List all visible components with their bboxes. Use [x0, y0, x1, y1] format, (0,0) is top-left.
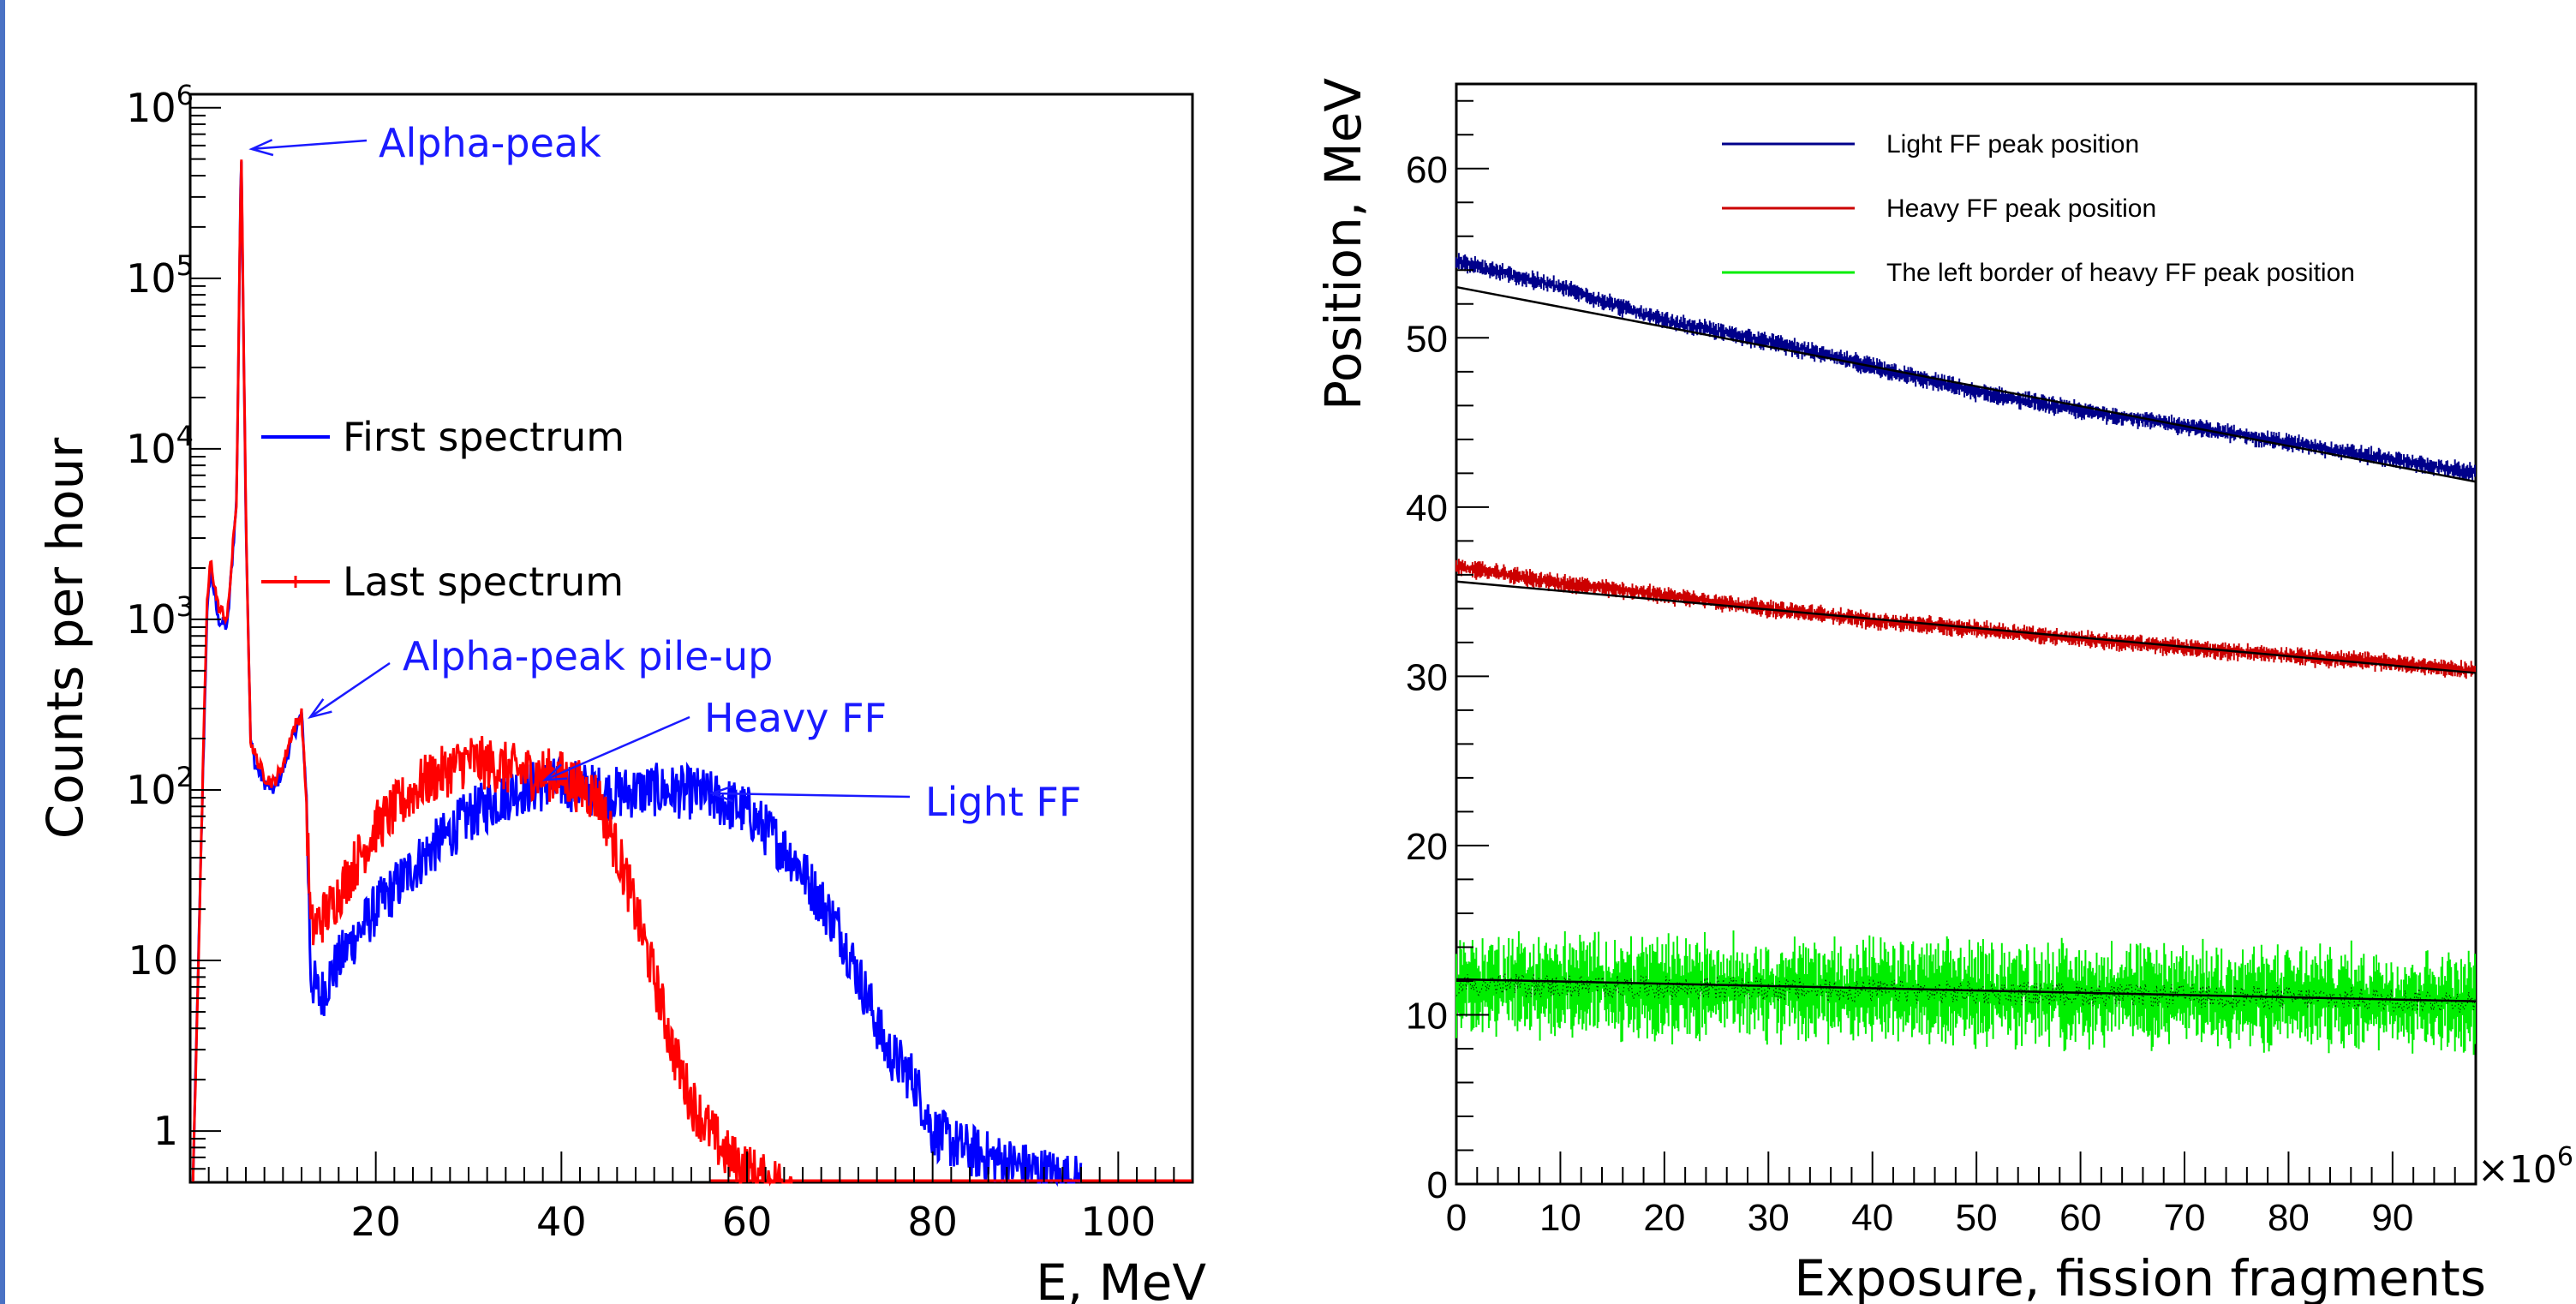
left-y-tick-label: 104	[126, 420, 194, 472]
right-x-tick-label: 70	[2164, 1197, 2206, 1239]
left-x-tick-label: 40	[536, 1199, 587, 1245]
annotation-arrow	[544, 715, 690, 781]
annotation-arrow	[712, 792, 911, 799]
x-scale-exponent: 6	[2557, 1142, 2573, 1172]
annotation-label: Alpha-peak	[379, 120, 601, 166]
left-y-tick-label: 10	[128, 937, 178, 984]
annotation-label: Alpha-peak pile-up	[403, 633, 773, 679]
left-y-tick-label: 102	[126, 761, 194, 813]
annotation-arrowhead	[308, 698, 332, 720]
tick-base: 10	[126, 85, 176, 131]
peak-position-chart: 0 10 20 30 40 50 60 70 80 90 0 10 20 30 40 50 60 Positio…	[1314, 78, 2573, 1304]
left-x-tick-label: 80	[907, 1199, 958, 1245]
tick-exponent: 3	[176, 590, 194, 623]
right-y-tick-label: 60	[1406, 149, 1448, 191]
series-errorbars-0	[1455, 253, 2476, 482]
tick-exponent: 4	[176, 420, 194, 452]
legend-label-heavy: Heavy FF peak position	[1886, 194, 2156, 223]
left-axis-ticks	[190, 106, 1193, 1183]
tick-base: 1	[153, 1108, 178, 1154]
series-points-0	[1455, 260, 2476, 476]
spectrum-line-first	[191, 161, 1083, 1187]
right-x-tick-label: 30	[1748, 1197, 1790, 1239]
left-x-tick-label: 100	[1080, 1199, 1156, 1245]
right-x-tick-label: 40	[1851, 1197, 1893, 1239]
left-x-tick-label: 20	[350, 1199, 401, 1245]
annotation-arrowhead	[248, 139, 274, 157]
right-x-axis-label: Exposure, fission fragments	[1794, 1249, 2486, 1304]
right-y-tick-label: 40	[1406, 488, 1448, 529]
tick-exponent: 2	[176, 761, 194, 793]
annotation-arrowhead	[541, 763, 568, 781]
series-errorbars-1	[1455, 559, 2476, 679]
annotation-arrow	[309, 661, 391, 718]
left-legend: First spectrum Last spectrum	[261, 414, 625, 605]
annotation-label: Light FF	[925, 779, 1081, 825]
left-annotations: Alpha-peak Alpha-peak pile-up Heavy FF Ligh…	[248, 120, 1081, 825]
right-axis-ticks	[1455, 99, 2477, 1185]
left-x-axis-label: E, MeV	[1036, 1253, 1206, 1304]
legend-label-last: Last spectrum	[343, 559, 624, 605]
left-y-tick-label: 1	[153, 1108, 178, 1154]
tick-exponent: 6	[176, 79, 194, 111]
right-legend: Light FF peak position Heavy FF peak pos…	[1722, 130, 2355, 287]
series-fit-line-1	[1455, 580, 2477, 674]
tick-base: 10	[126, 426, 176, 472]
tick-base: 10	[126, 596, 176, 643]
annotation-arrowhead	[708, 785, 734, 803]
annotation-arrow	[251, 139, 368, 151]
right-x-tick-label: 10	[1539, 1197, 1581, 1239]
right-x-tick-label: 50	[1956, 1197, 1998, 1239]
right-x-tick-label: 0	[1446, 1197, 1467, 1239]
right-y-tick-label: 0	[1427, 1164, 1448, 1206]
left-y-tick-label: 105	[126, 249, 194, 302]
tick-exponent: 5	[176, 249, 194, 282]
spectrum-line-last	[191, 159, 793, 1187]
right-x-tick-label: 80	[2268, 1197, 2310, 1239]
x-scale-base: ×10	[2477, 1148, 2557, 1192]
x-scale-multiplier: ×106	[2477, 1142, 2573, 1192]
series-fit-line-0	[1455, 285, 2477, 483]
page-edge-bar	[0, 0, 5, 1304]
annotation-label: Heavy FF	[704, 695, 887, 741]
tick-base: 10	[126, 255, 176, 302]
tick-base: 10	[126, 767, 176, 813]
right-x-tick-label: 60	[2059, 1197, 2101, 1239]
right-x-tick-label: 20	[1643, 1197, 1685, 1239]
series-fit-line-2	[1455, 978, 2477, 1002]
left-y-tick-label: 103	[126, 590, 194, 643]
tick-base: 10	[128, 937, 178, 984]
left-x-tick-label: 60	[722, 1199, 773, 1245]
series-errorbars-2	[1455, 930, 2476, 1056]
right-plot-frame	[1455, 82, 2477, 1186]
legend-label-first: First spectrum	[343, 414, 625, 460]
left-y-tick-label: 106	[126, 79, 194, 131]
right-y-tick-label: 20	[1406, 826, 1448, 868]
legend-label-light: Light FF peak position	[1886, 130, 2139, 159]
right-tick-labels: 0 10 20 30 40 50 60 70 80 90 0 10 20 30 40 50 60	[1406, 149, 2413, 1239]
right-y-axis-label: Position, MeV	[1314, 78, 1372, 410]
right-series-group	[1455, 253, 2477, 1056]
right-y-tick-label: 10	[1406, 995, 1448, 1037]
left-y-axis-label: Counts per hour	[36, 438, 94, 840]
legend-label-border: The left border of heavy FF peak positio…	[1886, 259, 2355, 287]
right-y-tick-label: 30	[1406, 656, 1448, 698]
right-x-tick-label: 90	[2371, 1197, 2413, 1239]
right-y-tick-label: 50	[1406, 318, 1448, 360]
